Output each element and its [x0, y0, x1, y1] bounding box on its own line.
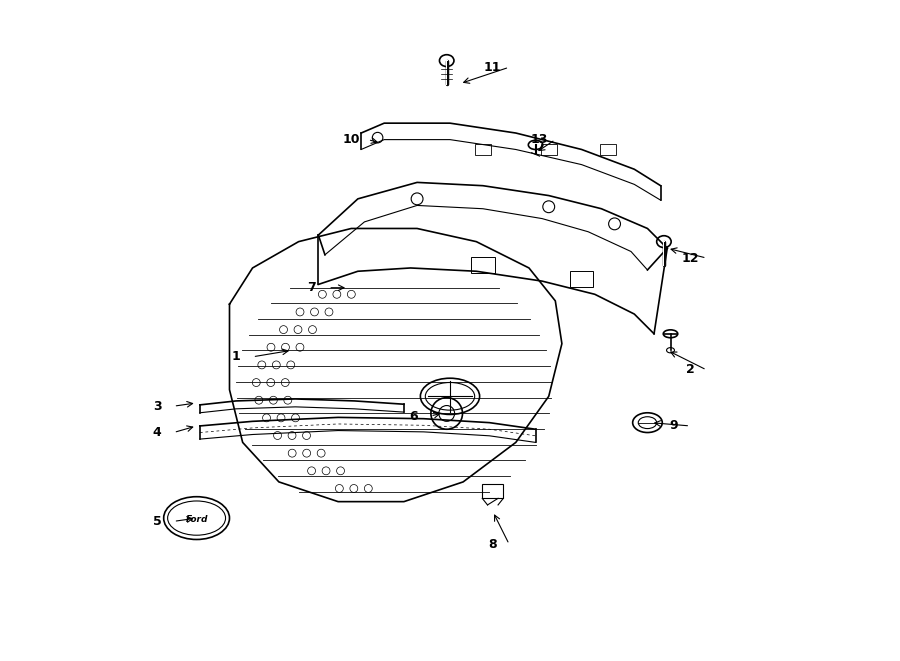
Text: 11: 11	[484, 61, 501, 74]
Bar	[570, 271, 593, 287]
Text: 12: 12	[681, 252, 699, 264]
Text: 13: 13	[530, 133, 547, 146]
Text: 10: 10	[343, 133, 360, 146]
Bar	[475, 144, 491, 155]
Bar	[482, 484, 503, 498]
Text: 4: 4	[153, 426, 161, 439]
Text: 5: 5	[153, 515, 161, 528]
Text: 3: 3	[153, 400, 161, 412]
Bar	[541, 144, 556, 155]
Text: 6: 6	[410, 410, 418, 422]
Bar	[600, 144, 616, 155]
Text: 1: 1	[231, 350, 240, 364]
Text: 2: 2	[686, 364, 695, 377]
Text: 7: 7	[308, 281, 316, 294]
Text: Ford: Ford	[185, 515, 208, 524]
Bar	[471, 256, 495, 272]
Text: 9: 9	[670, 420, 678, 432]
Text: 8: 8	[489, 538, 497, 551]
